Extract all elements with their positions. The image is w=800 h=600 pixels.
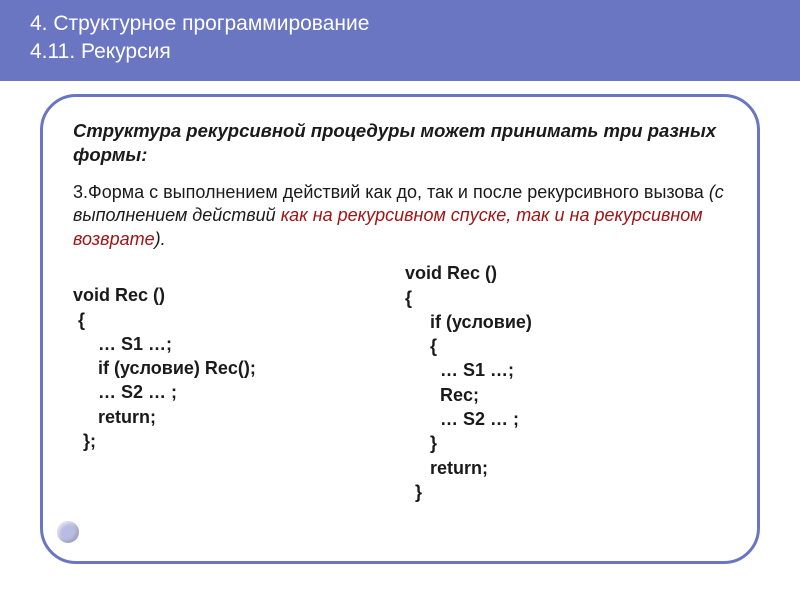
code-left: void Rec () { … S1 …; if (условие) Rec()… — [73, 261, 395, 504]
desc-italic-close: ). — [155, 229, 166, 249]
header-line-2: 4.11. Рекурсия — [30, 38, 770, 66]
code-right: void Rec () { if (условие) { … S1 …; Rec… — [405, 261, 727, 504]
content-frame: Структура рекурсивной процедуры может пр… — [40, 94, 760, 564]
description: 3.Форма с выполнением действий как до, т… — [73, 181, 727, 251]
bullet-icon — [57, 521, 79, 543]
desc-plain: 3.Форма с выполнением действий как до, т… — [73, 182, 709, 202]
slide-header: 4. Структурное программирование 4.11. Ре… — [0, 0, 800, 81]
code-columns: void Rec () { … S1 …; if (условие) Rec()… — [73, 261, 727, 504]
header-line-1: 4. Структурное программирование — [30, 10, 770, 38]
intro-text: Структура рекурсивной процедуры может пр… — [73, 119, 727, 167]
